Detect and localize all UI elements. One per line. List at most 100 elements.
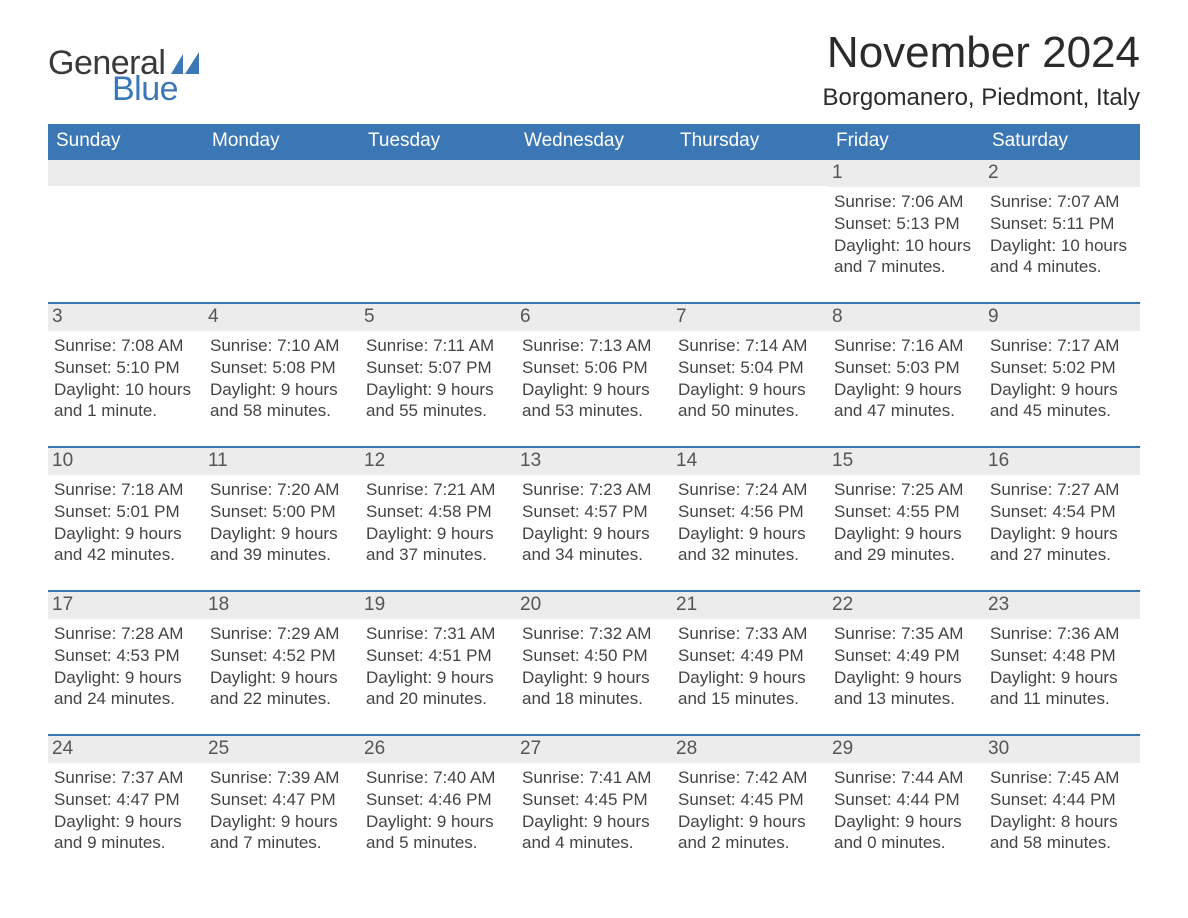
- day-cell-blank: [360, 160, 516, 284]
- day-cell: 28Sunrise: 7:42 AMSunset: 4:45 PMDayligh…: [672, 736, 828, 860]
- sunrise-line: Sunrise: 7:29 AM: [210, 623, 354, 645]
- sunset-line: Sunset: 4:50 PM: [522, 645, 666, 667]
- sunrise-line: Sunrise: 7:16 AM: [834, 335, 978, 357]
- day-info: Sunrise: 7:13 AMSunset: 5:06 PMDaylight:…: [522, 335, 666, 422]
- daylight-line: Daylight: 9 hours and 32 minutes.: [678, 523, 822, 567]
- daylight-line: Daylight: 9 hours and 5 minutes.: [366, 811, 510, 855]
- daylight-line: Daylight: 9 hours and 50 minutes.: [678, 379, 822, 423]
- week-row: 1Sunrise: 7:06 AMSunset: 5:13 PMDaylight…: [48, 160, 1140, 284]
- sunset-line: Sunset: 4:49 PM: [834, 645, 978, 667]
- day-info: Sunrise: 7:11 AMSunset: 5:07 PMDaylight:…: [366, 335, 510, 422]
- day-info: Sunrise: 7:32 AMSunset: 4:50 PMDaylight:…: [522, 623, 666, 710]
- day-cell: 25Sunrise: 7:39 AMSunset: 4:47 PMDayligh…: [204, 736, 360, 860]
- sunset-line: Sunset: 5:11 PM: [990, 213, 1134, 235]
- day-cell: 10Sunrise: 7:18 AMSunset: 5:01 PMDayligh…: [48, 448, 204, 572]
- dow-friday: Friday: [828, 124, 984, 160]
- daylight-line: Daylight: 9 hours and 53 minutes.: [522, 379, 666, 423]
- sunrise-line: Sunrise: 7:21 AM: [366, 479, 510, 501]
- day-number: 2: [984, 160, 1140, 187]
- day-number: 24: [48, 736, 204, 763]
- sunrise-line: Sunrise: 7:14 AM: [678, 335, 822, 357]
- day-cell: 4Sunrise: 7:10 AMSunset: 5:08 PMDaylight…: [204, 304, 360, 428]
- sunrise-line: Sunrise: 7:08 AM: [54, 335, 198, 357]
- day-cell-blank: [48, 160, 204, 284]
- day-info: Sunrise: 7:08 AMSunset: 5:10 PMDaylight:…: [54, 335, 198, 422]
- day-number: 16: [984, 448, 1140, 475]
- weeks-container: 1Sunrise: 7:06 AMSunset: 5:13 PMDaylight…: [48, 160, 1140, 860]
- day-info: Sunrise: 7:27 AMSunset: 4:54 PMDaylight:…: [990, 479, 1134, 566]
- sunset-line: Sunset: 5:13 PM: [834, 213, 978, 235]
- sunrise-line: Sunrise: 7:27 AM: [990, 479, 1134, 501]
- day-info: Sunrise: 7:33 AMSunset: 4:49 PMDaylight:…: [678, 623, 822, 710]
- sunset-line: Sunset: 4:45 PM: [522, 789, 666, 811]
- sunrise-line: Sunrise: 7:06 AM: [834, 191, 978, 213]
- daylight-line: Daylight: 9 hours and 11 minutes.: [990, 667, 1134, 711]
- header-row: General Blue November 2024 Borgomanero, …: [48, 28, 1140, 112]
- sunrise-line: Sunrise: 7:44 AM: [834, 767, 978, 789]
- daylight-line: Daylight: 9 hours and 29 minutes.: [834, 523, 978, 567]
- sunrise-line: Sunrise: 7:32 AM: [522, 623, 666, 645]
- day-cell: 24Sunrise: 7:37 AMSunset: 4:47 PMDayligh…: [48, 736, 204, 860]
- day-cell: 2Sunrise: 7:07 AMSunset: 5:11 PMDaylight…: [984, 160, 1140, 284]
- sunset-line: Sunset: 5:06 PM: [522, 357, 666, 379]
- daylight-line: Daylight: 9 hours and 9 minutes.: [54, 811, 198, 855]
- week-row: 17Sunrise: 7:28 AMSunset: 4:53 PMDayligh…: [48, 590, 1140, 716]
- sunrise-line: Sunrise: 7:13 AM: [522, 335, 666, 357]
- day-cell: 26Sunrise: 7:40 AMSunset: 4:46 PMDayligh…: [360, 736, 516, 860]
- sunset-line: Sunset: 4:48 PM: [990, 645, 1134, 667]
- day-number: 21: [672, 592, 828, 619]
- day-number: 26: [360, 736, 516, 763]
- sunrise-line: Sunrise: 7:28 AM: [54, 623, 198, 645]
- day-number: 11: [204, 448, 360, 475]
- sunset-line: Sunset: 5:10 PM: [54, 357, 198, 379]
- calendar-page: General Blue November 2024 Borgomanero, …: [0, 0, 1188, 900]
- daylight-line: Daylight: 9 hours and 58 minutes.: [210, 379, 354, 423]
- day-number: 23: [984, 592, 1140, 619]
- sunrise-line: Sunrise: 7:18 AM: [54, 479, 198, 501]
- day-info: Sunrise: 7:20 AMSunset: 5:00 PMDaylight:…: [210, 479, 354, 566]
- dow-monday: Monday: [204, 124, 360, 160]
- day-cell: 5Sunrise: 7:11 AMSunset: 5:07 PMDaylight…: [360, 304, 516, 428]
- day-number: 19: [360, 592, 516, 619]
- daylight-line: Daylight: 9 hours and 13 minutes.: [834, 667, 978, 711]
- day-number: [360, 160, 516, 186]
- day-info: Sunrise: 7:23 AMSunset: 4:57 PMDaylight:…: [522, 479, 666, 566]
- sunrise-line: Sunrise: 7:10 AM: [210, 335, 354, 357]
- sunset-line: Sunset: 4:55 PM: [834, 501, 978, 523]
- sunrise-line: Sunrise: 7:39 AM: [210, 767, 354, 789]
- week-row: 10Sunrise: 7:18 AMSunset: 5:01 PMDayligh…: [48, 446, 1140, 572]
- day-cell: 16 Sunrise: 7:27 AMSunset: 4:54 PMDayligh…: [984, 448, 1140, 572]
- day-cell: 15Sunrise: 7:25 AMSunset: 4:55 PMDayligh…: [828, 448, 984, 572]
- day-info: Sunrise: 7:42 AMSunset: 4:45 PMDaylight:…: [678, 767, 822, 854]
- day-number: 8: [828, 304, 984, 331]
- day-number: 30: [984, 736, 1140, 763]
- day-info: Sunrise: 7:17 AMSunset: 5:02 PMDaylight:…: [990, 335, 1134, 422]
- sunset-line: Sunset: 4:46 PM: [366, 789, 510, 811]
- brand-logo: General Blue: [48, 46, 205, 106]
- daylight-line: Daylight: 9 hours and 24 minutes.: [54, 667, 198, 711]
- day-cell: 11 Sunrise: 7:20 AMSunset: 5:00 PMDayligh…: [204, 448, 360, 572]
- sunset-line: Sunset: 4:49 PM: [678, 645, 822, 667]
- day-info: Sunrise: 7:16 AMSunset: 5:03 PMDaylight:…: [834, 335, 978, 422]
- sunset-line: Sunset: 4:44 PM: [990, 789, 1134, 811]
- day-info: Sunrise: 7:24 AMSunset: 4:56 PMDaylight:…: [678, 479, 822, 566]
- day-cell: 6 Sunrise: 7:13 AMSunset: 5:06 PMDaylight…: [516, 304, 672, 428]
- sunrise-line: Sunrise: 7:07 AM: [990, 191, 1134, 213]
- day-cell: 23Sunrise: 7:36 AMSunset: 4:48 PMDayligh…: [984, 592, 1140, 716]
- title-block: November 2024 Borgomanero, Piedmont, Ita…: [823, 28, 1141, 112]
- sunrise-line: Sunrise: 7:45 AM: [990, 767, 1134, 789]
- sunset-line: Sunset: 4:58 PM: [366, 501, 510, 523]
- day-number: 6: [516, 304, 672, 331]
- daylight-line: Daylight: 9 hours and 55 minutes.: [366, 379, 510, 423]
- day-number: 9: [984, 304, 1140, 331]
- day-cell: 14Sunrise: 7:24 AMSunset: 4:56 PMDayligh…: [672, 448, 828, 572]
- dow-sunday: Sunday: [48, 124, 204, 160]
- daylight-line: Daylight: 9 hours and 22 minutes.: [210, 667, 354, 711]
- day-number: 3: [48, 304, 204, 331]
- sunrise-line: Sunrise: 7:23 AM: [522, 479, 666, 501]
- sunset-line: Sunset: 4:54 PM: [990, 501, 1134, 523]
- day-cell: 18Sunrise: 7:29 AMSunset: 4:52 PMDayligh…: [204, 592, 360, 716]
- daylight-line: Daylight: 9 hours and 34 minutes.: [522, 523, 666, 567]
- day-info: Sunrise: 7:10 AMSunset: 5:08 PMDaylight:…: [210, 335, 354, 422]
- sunset-line: Sunset: 4:57 PM: [522, 501, 666, 523]
